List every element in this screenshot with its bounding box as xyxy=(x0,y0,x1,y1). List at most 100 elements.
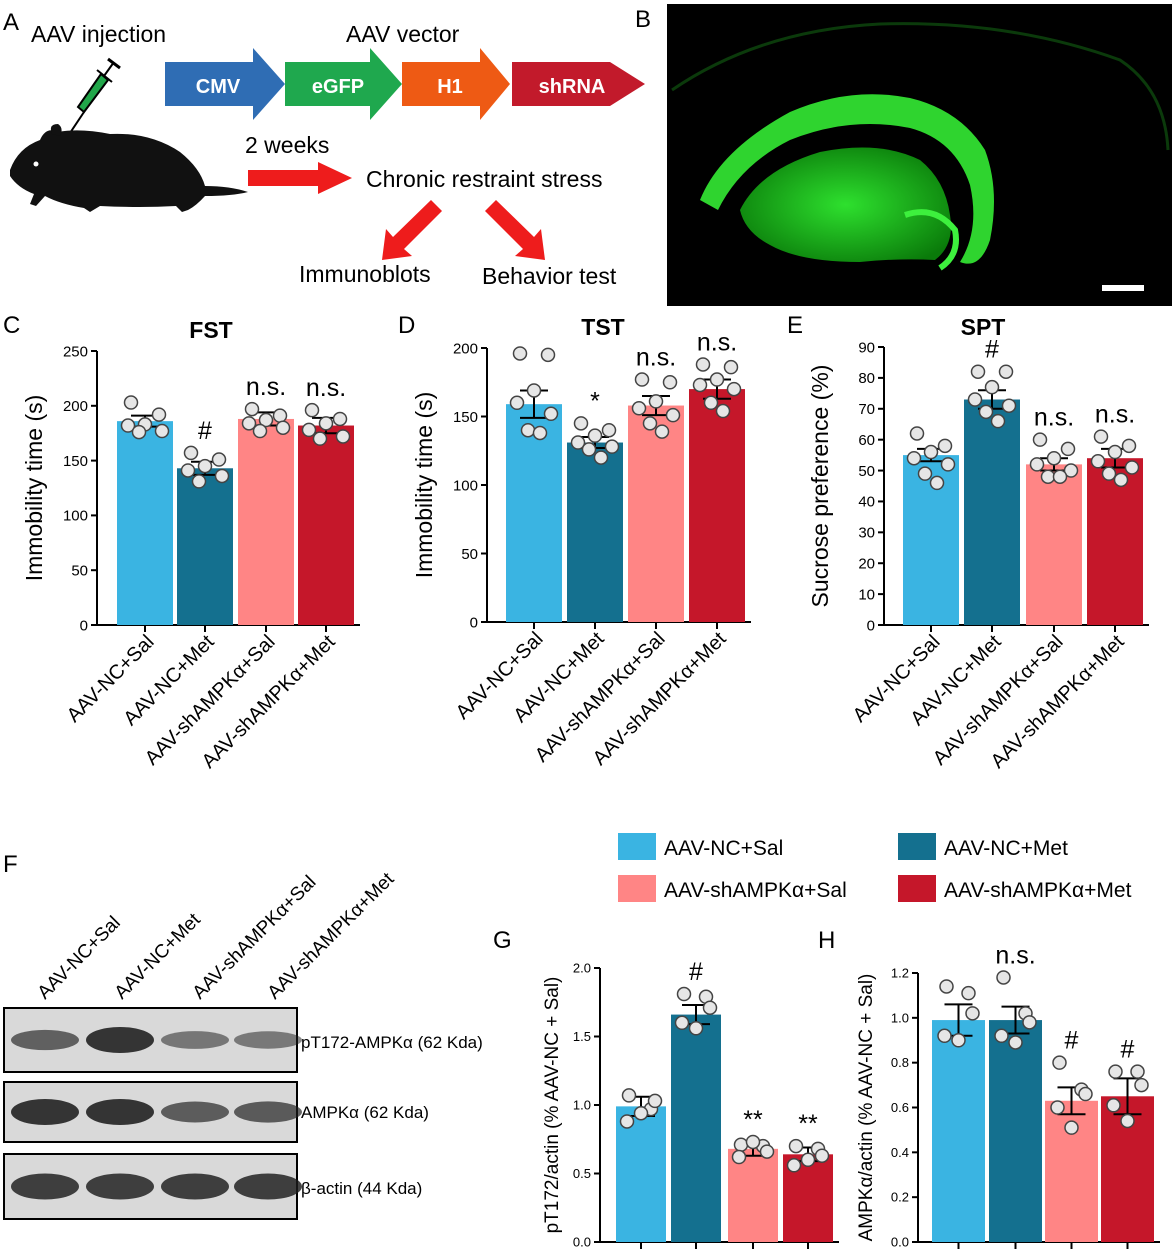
aav-injection-label: AAV injection xyxy=(31,21,166,47)
blot-band xyxy=(234,1031,302,1049)
blot-band xyxy=(234,1101,302,1123)
vector-part-label: eGFP xyxy=(312,76,364,98)
y-tick-label: 80 xyxy=(858,370,875,387)
y-tick-label: 1.0 xyxy=(573,1098,591,1113)
bar xyxy=(932,1020,985,1242)
data-point xyxy=(990,413,1006,429)
blot-band-label: β-actin (44 Kda) xyxy=(301,1179,422,1198)
data-point xyxy=(695,357,711,372)
blot-band xyxy=(86,1173,154,1200)
legend-swatch xyxy=(898,875,936,902)
data-point xyxy=(692,377,708,393)
y-tick-label: 0.8 xyxy=(891,1055,909,1070)
data-point xyxy=(998,364,1014,379)
data-point xyxy=(939,979,954,994)
vector-part-label: CMV xyxy=(196,76,241,98)
data-point xyxy=(318,416,334,431)
y-tick-label: 30 xyxy=(858,525,875,542)
data-point xyxy=(301,422,317,438)
bar xyxy=(616,1106,666,1242)
blot-band-label: pT172-AMPKα (62 Kda) xyxy=(301,1033,483,1052)
western-blot: pT172-AMPKα (62 Kda) AMPKα (62 Kda) β-acti… xyxy=(3,1007,483,1220)
data-point xyxy=(304,402,320,418)
data-point xyxy=(665,407,681,423)
y-axis-label: Sucrose preference (%) xyxy=(807,365,833,608)
data-point xyxy=(1050,1100,1065,1115)
data-point xyxy=(1060,441,1076,457)
data-point xyxy=(937,438,953,454)
data-point xyxy=(526,383,542,398)
y-tick-label: 60 xyxy=(858,432,875,449)
significance-label: n.s. xyxy=(1095,401,1135,429)
data-point xyxy=(1113,472,1129,488)
dentate-gyrus xyxy=(904,209,959,271)
data-point xyxy=(929,475,945,491)
data-point xyxy=(647,1093,663,1109)
data-point xyxy=(940,457,956,472)
pt172-chart: 0.0 0.5 1.0 1.5 2.0 pT172/actin (% AAV-NC + S… xyxy=(542,958,839,1250)
data-point xyxy=(676,986,692,1002)
significance-label: n.s. xyxy=(306,374,346,402)
ampk-chart: 0.0 0.2 0.4 0.6 0.8 1.0 1.2 AMPKα/actin (% AAV-… xyxy=(856,941,1160,1250)
y-tick-label: 40 xyxy=(858,494,875,511)
scale-bar xyxy=(1102,285,1144,291)
panel-label-h: H xyxy=(818,927,835,954)
y-axis-label: Immobility time (s) xyxy=(411,392,437,579)
data-point xyxy=(909,426,925,441)
data-point xyxy=(1032,432,1048,447)
chart-title: SPT xyxy=(961,314,1006,340)
vector-part-label: H1 xyxy=(437,76,463,98)
data-point xyxy=(662,375,678,390)
data-point xyxy=(654,424,670,439)
data-point xyxy=(702,1000,718,1015)
data-point xyxy=(1063,463,1079,478)
significance-label: n.s. xyxy=(636,344,676,372)
data-point xyxy=(123,395,139,410)
brain-outline xyxy=(671,22,1170,151)
bar xyxy=(964,399,1020,625)
significance-label: ** xyxy=(743,1106,763,1134)
data-point xyxy=(978,404,994,420)
data-point xyxy=(800,1152,816,1168)
significance-label: n.s. xyxy=(1034,404,1074,432)
y-tick-label: 0.6 xyxy=(891,1100,909,1115)
data-point xyxy=(937,1028,952,1044)
data-point xyxy=(214,468,230,484)
legend-swatch xyxy=(898,833,936,860)
bar xyxy=(567,442,623,622)
y-tick-label: 90 xyxy=(858,339,875,356)
y-tick-label: 0.0 xyxy=(573,1235,591,1250)
bar xyxy=(1026,464,1082,625)
legend-label: AAV-shAMPKα+Sal xyxy=(664,879,847,902)
y-tick-label: 100 xyxy=(63,508,88,525)
data-point xyxy=(180,463,196,478)
data-point xyxy=(674,1015,690,1031)
blot-lane-label: AAV-shAMPKα+Met xyxy=(264,868,399,1003)
y-tick-label: 0.4 xyxy=(891,1145,909,1160)
y-axis-label: AMPKα/actin (% AAV-NC + Sal) xyxy=(856,974,877,1242)
data-point xyxy=(1090,454,1106,469)
data-point xyxy=(970,364,986,379)
y-tick-label: 0 xyxy=(470,614,478,631)
spt-chart: 0 10 20 30 40 50 60 70 80 90 Sucrose preference (%… xyxy=(807,336,1149,773)
panel-label-f: F xyxy=(3,851,18,878)
data-point xyxy=(917,466,933,481)
data-point xyxy=(688,1021,704,1036)
bar xyxy=(506,404,562,622)
stress-label: Chronic restraint stress xyxy=(366,166,602,192)
y-tick-label: 150 xyxy=(453,409,478,426)
data-point xyxy=(631,401,647,416)
data-point xyxy=(619,1114,635,1129)
data-point xyxy=(1120,1113,1135,1129)
significance-label: # xyxy=(198,417,212,445)
y-tick-label: 200 xyxy=(63,398,88,415)
bar xyxy=(989,1020,1042,1242)
data-point xyxy=(191,474,207,489)
bar xyxy=(689,389,745,622)
blot-band xyxy=(161,1031,229,1049)
data-point xyxy=(581,442,597,457)
data-point xyxy=(540,347,556,363)
significance-label: n.s. xyxy=(246,373,286,401)
bar xyxy=(177,468,233,625)
